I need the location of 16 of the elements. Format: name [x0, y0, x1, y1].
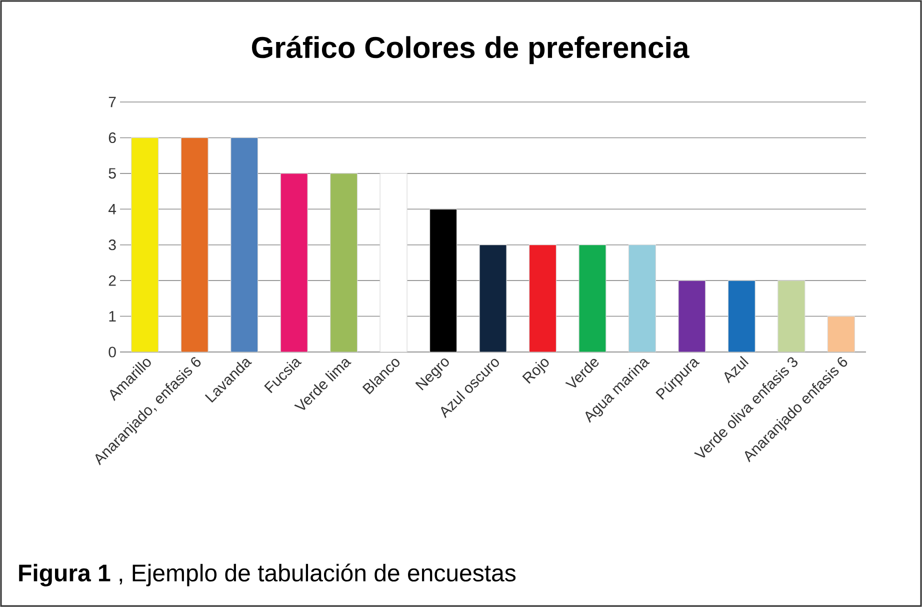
- y-tick-label: 6: [108, 132, 116, 144]
- x-tick-label: Rojo: [522, 358, 549, 384]
- text: Figura 1 , Ejemplo de tabulación de encuestas: [19, 564, 516, 586]
- y-tick-label: 3: [108, 240, 116, 250]
- y-tick-label: 5: [108, 168, 116, 179]
- y-tick-label: 0: [108, 346, 116, 358]
- bar: [678, 280, 706, 352]
- bar: [330, 173, 358, 352]
- bar: [479, 244, 507, 352]
- bar: [280, 173, 308, 352]
- y-tick-label: 4: [108, 204, 116, 214]
- chart-title: Gráfico Colores de preferencia: [252, 36, 690, 64]
- y-tick-label: 7: [108, 96, 116, 108]
- y-tick-label: 2: [108, 275, 116, 286]
- y-tick-label: 1: [109, 311, 116, 322]
- bar: [131, 137, 159, 352]
